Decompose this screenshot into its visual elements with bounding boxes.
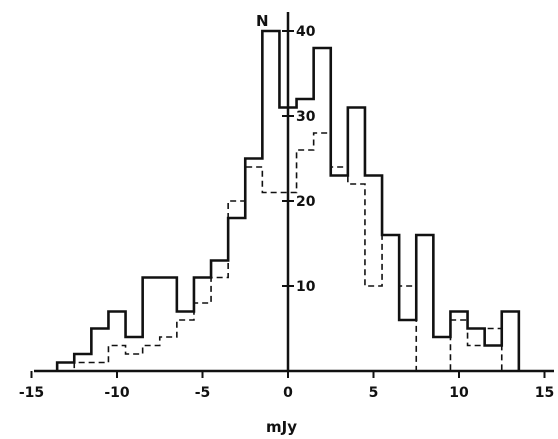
bin-dashed xyxy=(211,278,228,372)
x-axis-label: mJy xyxy=(266,418,297,436)
bin-solid xyxy=(160,278,177,372)
bin-dashed xyxy=(485,329,502,372)
bin-solid xyxy=(331,176,348,372)
bin-solid xyxy=(245,159,262,372)
y-tick-label: 30 xyxy=(296,109,316,125)
bin-dashed xyxy=(331,167,348,371)
x-tick-label: 0 xyxy=(283,385,293,401)
x-tick-label: 5 xyxy=(369,385,379,401)
bin-dashed xyxy=(382,235,399,371)
bin-dashed xyxy=(297,150,314,371)
bin-solid xyxy=(194,278,211,372)
bin-dashed xyxy=(399,286,416,371)
y-tick-label: 20 xyxy=(296,194,316,210)
bin-dashed xyxy=(228,201,245,371)
bin-dashed xyxy=(450,320,467,371)
bin-dashed xyxy=(91,363,108,372)
x-axis: -15 -10 -5 0 5 10 15 xyxy=(19,369,554,401)
bin-dashed xyxy=(108,346,125,372)
y-axis: 10 20 30 40 xyxy=(282,12,316,372)
y-axis-label: N xyxy=(256,12,269,30)
bin-solid xyxy=(314,48,331,371)
bin-solid xyxy=(262,31,279,371)
bin-solid xyxy=(399,320,416,371)
bin-solid xyxy=(143,278,160,372)
bin-solid xyxy=(297,99,314,371)
bin-dashed xyxy=(74,363,91,372)
y-ticks: 10 20 30 40 xyxy=(282,24,316,295)
bin-dashed xyxy=(126,354,143,371)
bin-solid xyxy=(382,235,399,371)
x-tick-label: -5 xyxy=(195,385,211,401)
bin-dashed xyxy=(365,286,382,371)
x-tick-label: -15 xyxy=(19,385,44,401)
x-tick-label: 10 xyxy=(449,385,469,401)
bin-dashed xyxy=(314,133,331,371)
bin-solid xyxy=(348,108,365,372)
bin-dashed xyxy=(348,184,365,371)
y-tick-label: 40 xyxy=(296,24,316,40)
bin-solid xyxy=(365,176,382,372)
bin-solid xyxy=(416,235,433,371)
bin-solid xyxy=(228,218,245,371)
series-solid-histogram xyxy=(55,29,521,371)
bin-dashed xyxy=(194,303,211,371)
x-tick-label: 15 xyxy=(535,385,554,401)
y-tick-label: 10 xyxy=(296,279,316,295)
bin-dashed xyxy=(262,193,279,372)
bin-solid xyxy=(485,346,502,372)
bin-solid xyxy=(91,329,108,372)
bin-solid xyxy=(468,329,485,372)
series-dashed-histogram xyxy=(57,132,519,372)
bin-solid xyxy=(433,337,450,371)
bin-dashed xyxy=(143,346,160,372)
x-tick-label: -10 xyxy=(104,385,130,401)
bin-dashed xyxy=(468,346,485,372)
bin-dashed xyxy=(177,320,194,371)
bin-dashed xyxy=(160,337,177,371)
x-ticks: -15 -10 -5 0 5 10 15 xyxy=(19,371,554,401)
bin-solid xyxy=(502,312,519,372)
bin-solid xyxy=(108,312,125,372)
bin-dashed xyxy=(245,167,262,371)
